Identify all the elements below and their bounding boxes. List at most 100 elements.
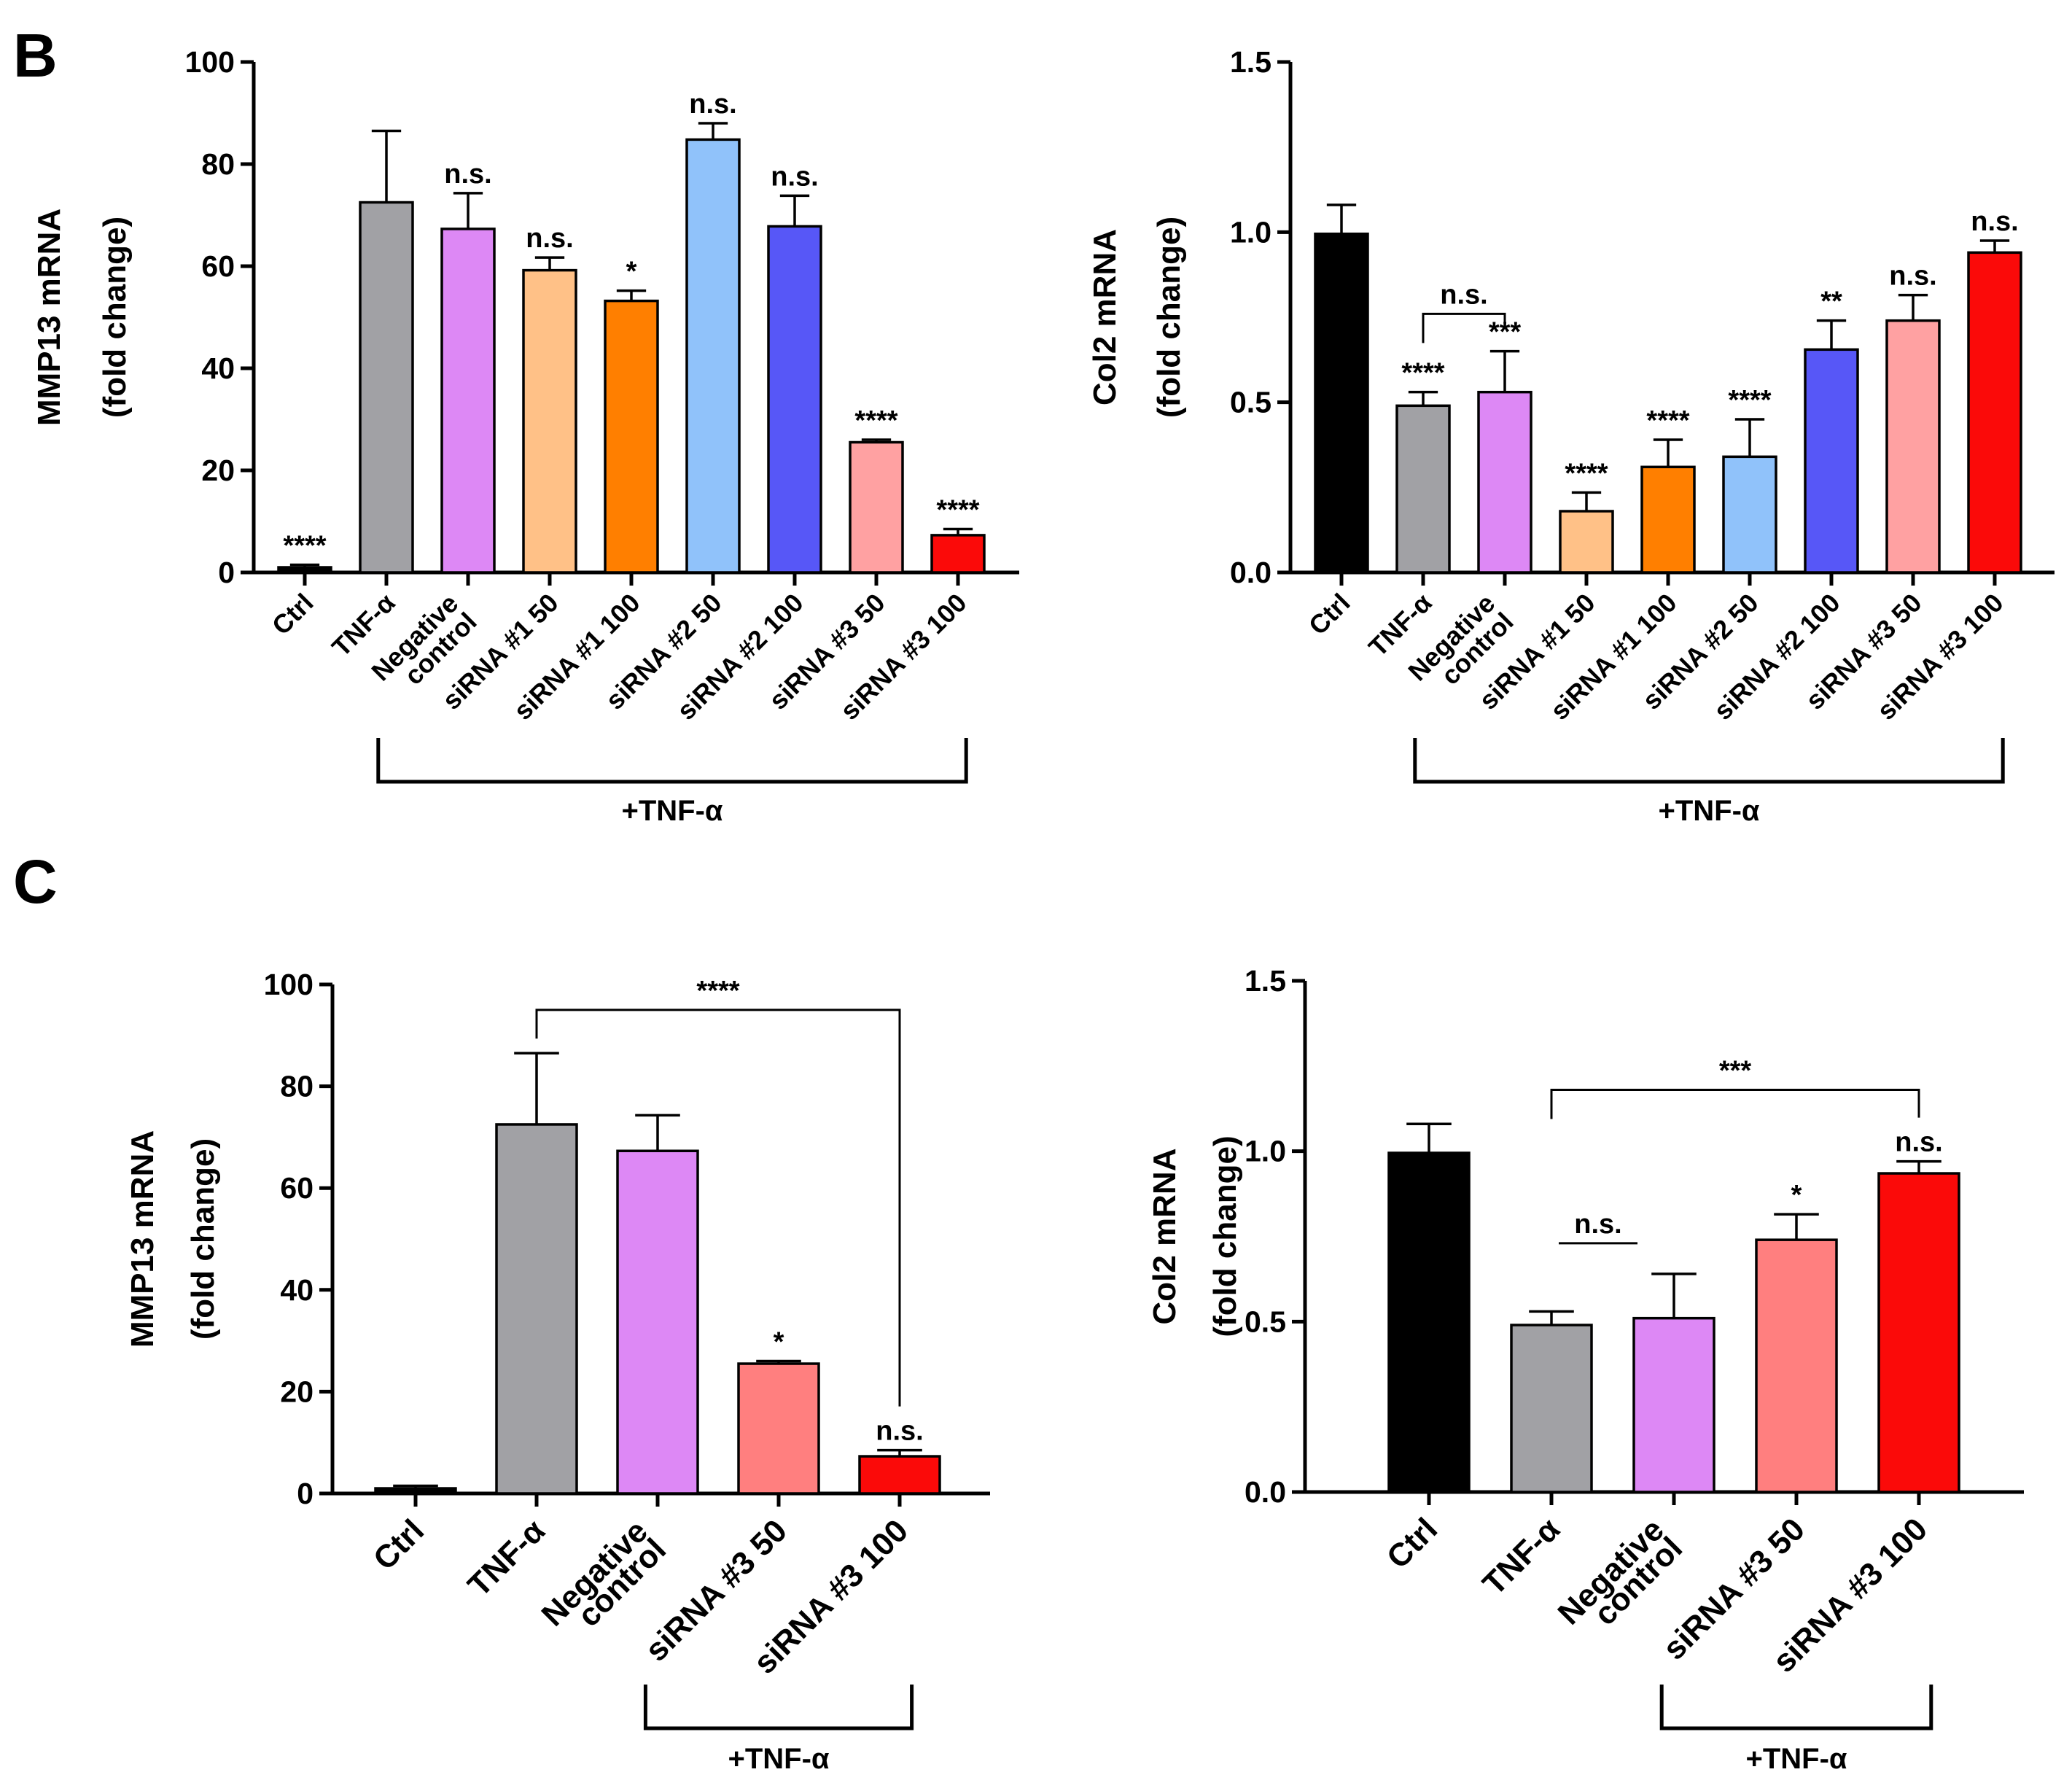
bar <box>1395 404 1451 574</box>
bar <box>685 138 741 574</box>
bar <box>1632 1316 1715 1493</box>
significance-label: **** <box>1646 405 1689 436</box>
bar <box>616 1149 699 1495</box>
y-tick-label: 40 <box>201 351 235 385</box>
category-label: Ctrl <box>1380 1511 1444 1575</box>
y-axis-label: Col2 mRNA <box>1147 1148 1183 1324</box>
y-tick-label: 40 <box>280 1273 313 1307</box>
category-label: Ctrl <box>1303 588 1356 641</box>
significance-label: * <box>626 257 637 287</box>
bar <box>767 225 822 574</box>
category-label: Ctrl <box>266 588 319 641</box>
y-axis-label: (fold change) <box>97 217 133 418</box>
group-bracket <box>376 738 968 784</box>
significance-label: **** <box>283 531 326 562</box>
bar <box>1387 1151 1471 1493</box>
y-axis-label: Col2 mRNA <box>1087 229 1123 405</box>
comparison-bracket <box>1422 312 1506 343</box>
panel-label-b: B <box>13 21 58 90</box>
bar <box>1967 251 2022 574</box>
bar <box>604 299 659 574</box>
bar <box>374 1487 457 1495</box>
bar <box>1804 348 1859 574</box>
bar <box>1314 232 1369 574</box>
significance-label: **** <box>1565 458 1608 489</box>
comparison-bracket <box>1550 1089 1920 1119</box>
bar <box>1640 465 1696 574</box>
bar <box>1559 510 1614 574</box>
bar <box>849 440 904 574</box>
chart-c-mmp13: 0 20 40 60 80 100 MMP13 mRNA (fold change) Ctrl T… <box>125 968 990 1775</box>
y-axis-label: (fold change) <box>185 1138 221 1340</box>
chart-b-mmp13: 0 20 40 60 80 100 MMP13 mRNA (fold change) **** C… <box>31 45 1019 827</box>
comparison-label: n.s. <box>1440 279 1487 310</box>
bar <box>359 201 414 574</box>
bar <box>858 1455 941 1495</box>
y-tick-label: 1.0 <box>1230 215 1271 249</box>
bar <box>930 534 986 574</box>
significance-label: n.s. <box>1895 1127 1942 1158</box>
y-axis-label: MMP13 mRNA <box>31 209 67 426</box>
significance-label: n.s. <box>1971 206 2018 237</box>
significance-label: n.s. <box>1889 261 1936 292</box>
significance-label: **** <box>1401 358 1444 389</box>
significance-label: * <box>1791 1180 1802 1211</box>
bar <box>440 228 496 574</box>
y-tick-label: 0 <box>297 1477 313 1510</box>
y-tick-label: 1.0 <box>1245 1135 1286 1168</box>
comparison-label: **** <box>696 976 739 1006</box>
bar <box>1477 390 1532 574</box>
bar <box>495 1123 578 1495</box>
comparison-label: *** <box>1719 1056 1752 1087</box>
y-tick-label: 20 <box>280 1375 313 1408</box>
bar <box>737 1362 820 1495</box>
y-tick-label: 100 <box>185 45 235 79</box>
significance-label: **** <box>854 405 897 436</box>
y-tick-label: 60 <box>280 1171 313 1205</box>
y-tick-label: 0.5 <box>1230 386 1271 419</box>
y-tick-label: 0 <box>218 556 235 589</box>
group-label: +TNF-α <box>1658 795 1759 827</box>
y-tick-label: 0.0 <box>1230 556 1271 589</box>
group-label: +TNF-α <box>728 1743 829 1775</box>
comparison-bracket <box>535 1009 901 1407</box>
bar <box>1877 1172 1960 1493</box>
significance-label: n.s. <box>771 161 818 192</box>
significance-label: n.s. <box>444 159 491 190</box>
significance-label: * <box>774 1327 784 1358</box>
y-tick-label: 80 <box>201 147 235 181</box>
category-label: Ctrl <box>367 1512 431 1577</box>
chart-b-col2: 0.0 0.5 1.0 1.5 Col2 mRNA (fold change) Ctrl **… <box>1087 45 2055 827</box>
significance-label: **** <box>1728 385 1771 416</box>
y-tick-label: 1.5 <box>1245 964 1286 998</box>
comparison-label: n.s. <box>1574 1209 1621 1240</box>
category-label: TNF-α <box>1476 1511 1567 1602</box>
y-tick-label: 1.5 <box>1230 45 1271 79</box>
group-label: +TNF-α <box>621 795 723 827</box>
group-bracket <box>1659 1685 1933 1730</box>
bar <box>1722 455 1777 574</box>
category-label: TNF-α <box>461 1512 552 1604</box>
y-tick-label: 60 <box>201 249 235 283</box>
y-tick-label: 20 <box>201 454 235 487</box>
y-axis-label: MMP13 mRNA <box>125 1130 160 1348</box>
bar <box>277 566 332 574</box>
y-tick-label: 0.5 <box>1245 1305 1286 1338</box>
y-tick-label: 100 <box>264 968 313 1001</box>
y-axis-label: (fold change) <box>1207 1135 1243 1337</box>
significance-label: ** <box>1820 287 1842 317</box>
chart-c-col2: 0.0 0.5 1.0 1.5 Col2 mRNA (fold change) Ctrl TN… <box>1147 964 2024 1775</box>
panel-label-c: C <box>13 847 58 916</box>
bar <box>1885 319 1941 574</box>
group-bracket <box>1413 738 2005 784</box>
bar <box>1755 1238 1838 1493</box>
bar <box>1510 1324 1593 1493</box>
significance-label: n.s. <box>526 223 573 254</box>
significance-label: **** <box>936 495 979 526</box>
y-tick-label: 0.0 <box>1245 1475 1286 1509</box>
bar <box>522 268 577 574</box>
significance-label: n.s. <box>876 1416 923 1447</box>
significance-label: n.s. <box>689 89 736 120</box>
group-label: +TNF-α <box>1745 1743 1847 1775</box>
